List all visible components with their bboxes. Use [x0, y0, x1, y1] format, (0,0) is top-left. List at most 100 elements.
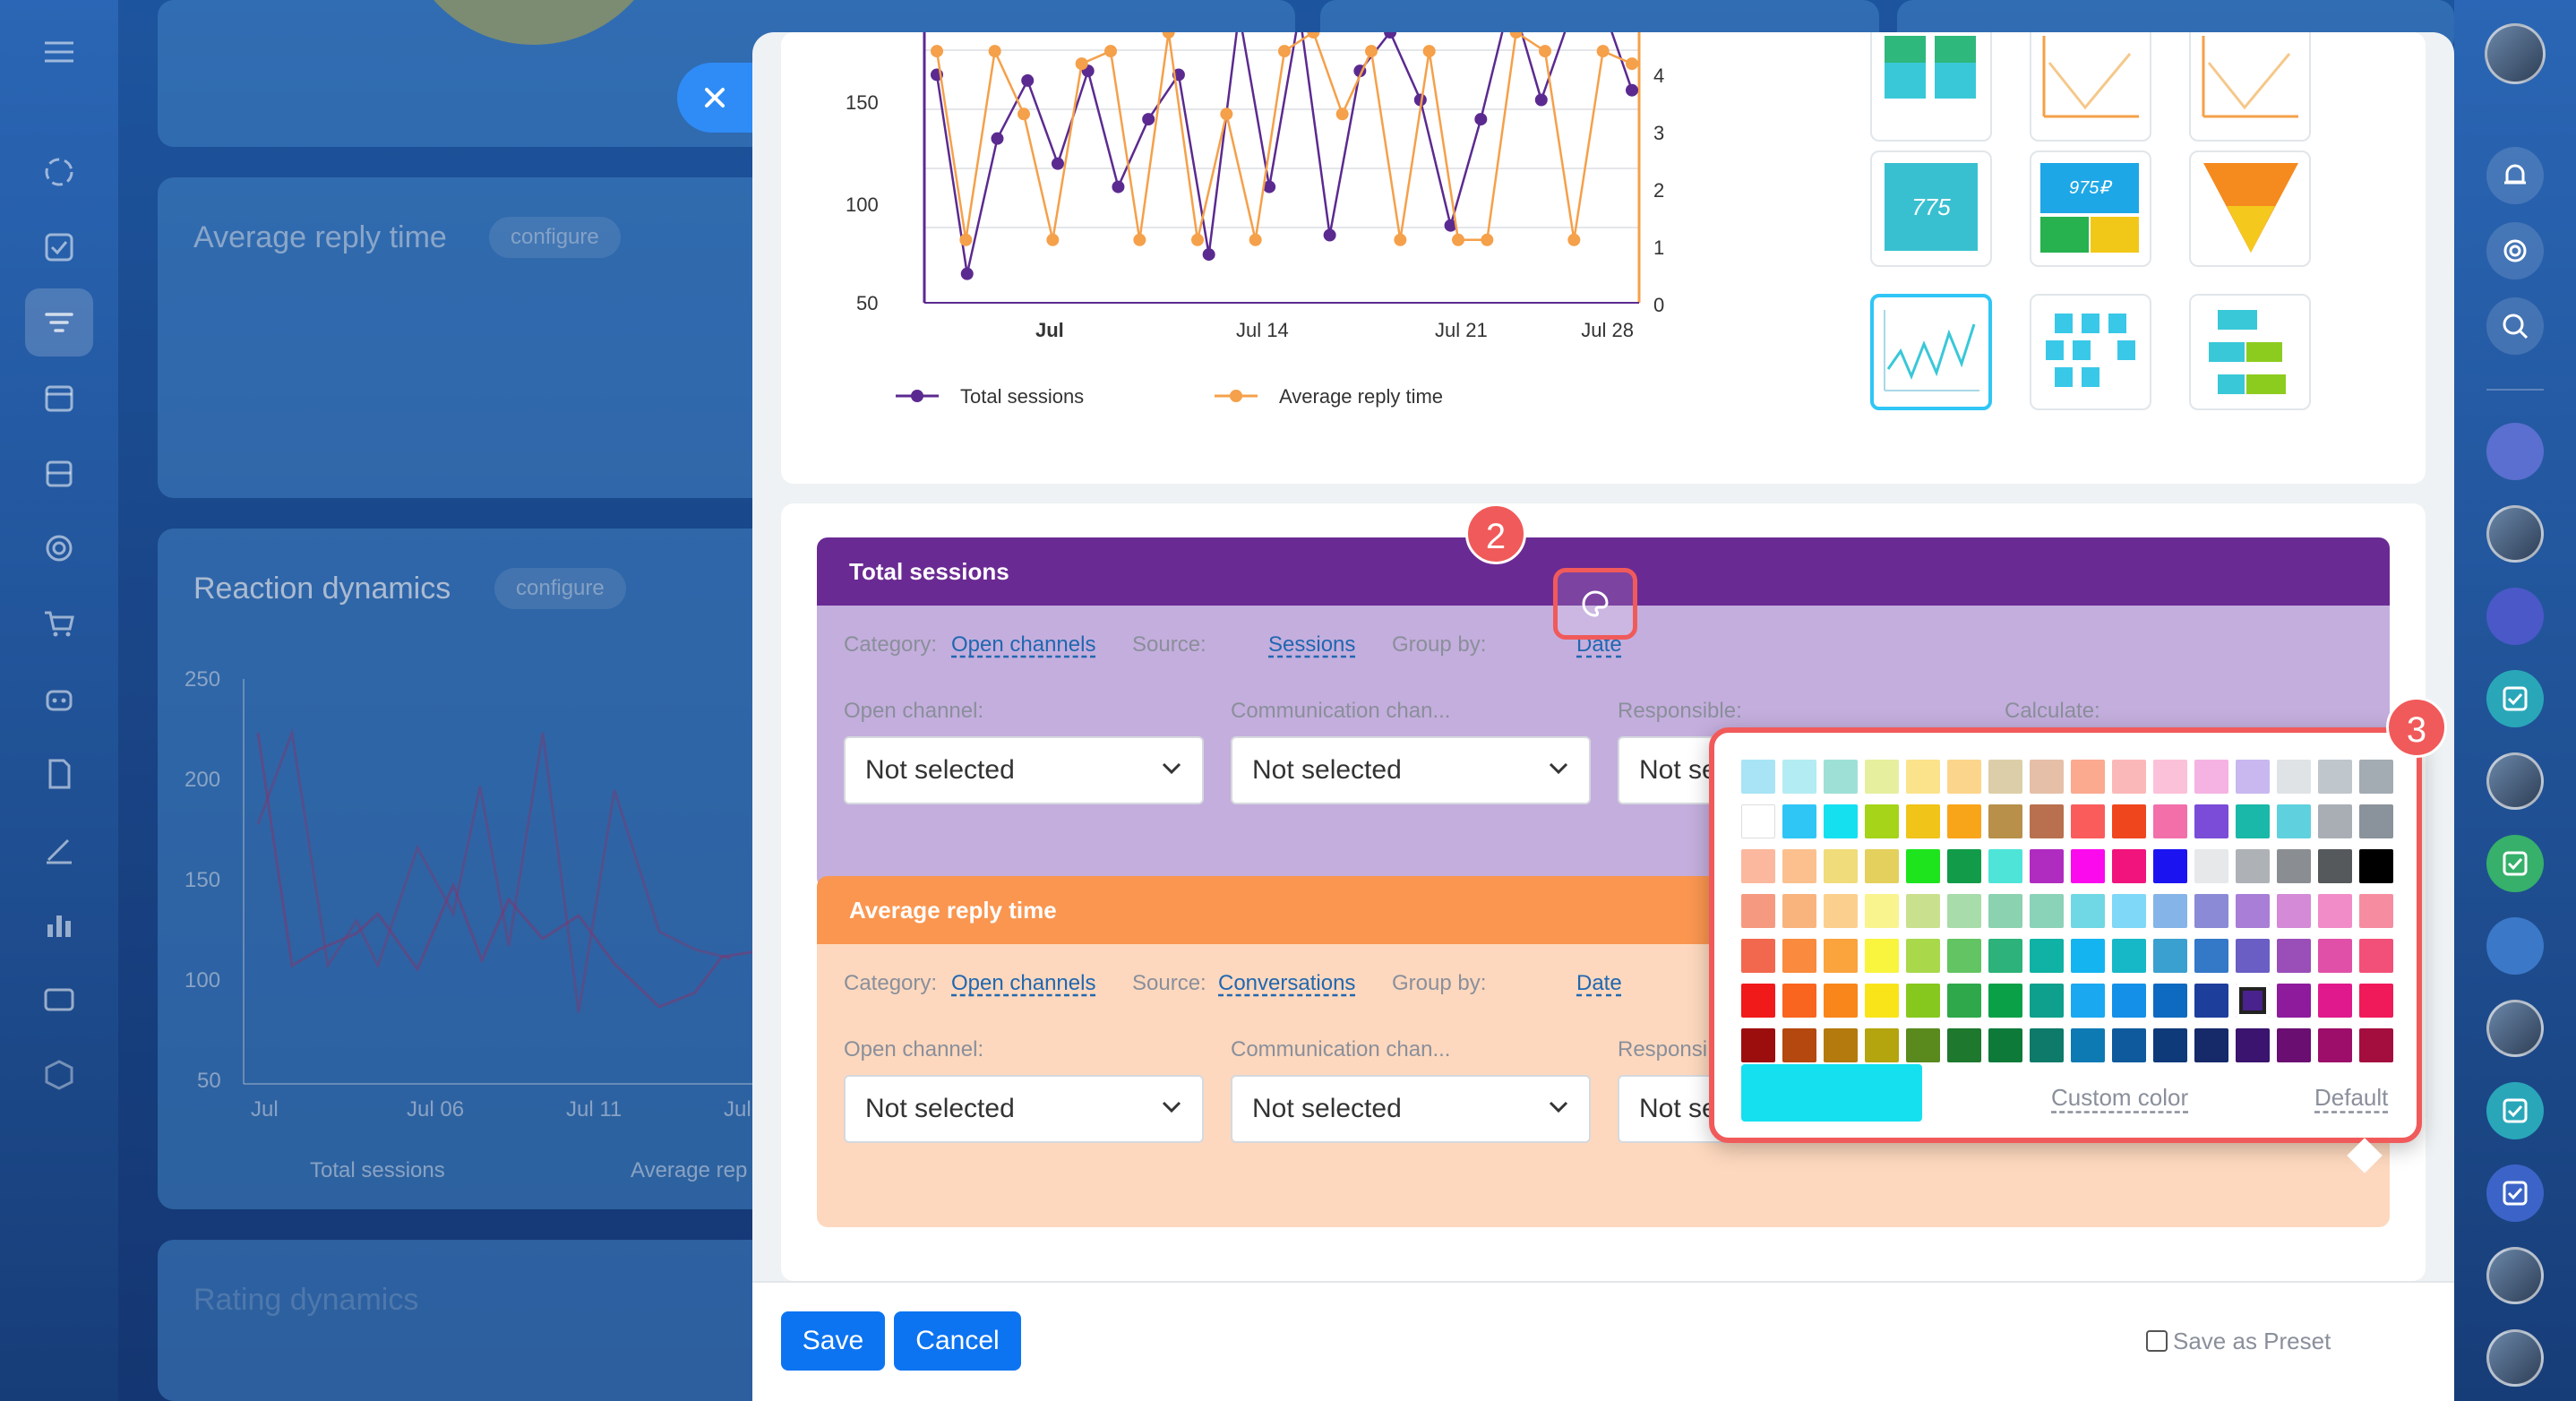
task-chat-icon[interactable]	[2486, 1082, 2544, 1139]
color-swatch[interactable]	[1741, 984, 1775, 1018]
copilot-icon[interactable]	[2486, 222, 2544, 279]
color-swatch[interactable]	[2112, 804, 2146, 838]
color-swatch[interactable]	[1906, 804, 1940, 838]
color-swatch[interactable]	[1741, 894, 1775, 928]
color-swatch[interactable]	[2318, 984, 2352, 1018]
color-swatch[interactable]	[1947, 760, 1981, 794]
color-swatch[interactable]	[2153, 984, 2187, 1018]
color-swatch[interactable]	[2194, 894, 2228, 928]
color-swatch[interactable]	[2194, 849, 2228, 883]
color-swatch[interactable]	[2194, 984, 2228, 1018]
task-chat-icon[interactable]	[2486, 835, 2544, 892]
color-swatch[interactable]	[1906, 939, 1940, 973]
chart-type-number-blocks[interactable]: 975₽	[2030, 150, 2151, 267]
chat-avatar[interactable]	[2486, 917, 2544, 975]
color-swatch[interactable]	[1988, 760, 2022, 794]
color-swatch[interactable]	[1741, 760, 1775, 794]
chart-type-line-2[interactable]	[2189, 32, 2311, 142]
color-swatch[interactable]	[1988, 849, 2022, 883]
chart-type-bar-compare[interactable]	[1870, 32, 1992, 142]
color-palette-button[interactable]	[1553, 568, 1637, 640]
configure-button[interactable]: configure	[494, 568, 626, 609]
target-icon[interactable]	[25, 514, 93, 582]
current-color-preview[interactable]	[1741, 1064, 1922, 1122]
color-swatch[interactable]	[2277, 849, 2311, 883]
color-swatch[interactable]	[2153, 804, 2187, 838]
color-swatch[interactable]	[1947, 1028, 1981, 1062]
chat-avatar[interactable]	[2486, 1247, 2544, 1304]
color-swatch[interactable]	[1947, 894, 1981, 928]
color-swatch[interactable]	[2277, 939, 2311, 973]
color-swatch[interactable]	[2194, 804, 2228, 838]
color-swatch[interactable]	[2359, 849, 2393, 883]
cart-icon[interactable]	[25, 589, 93, 658]
color-swatch[interactable]	[2112, 1028, 2146, 1062]
color-swatch[interactable]	[2318, 804, 2352, 838]
color-swatch[interactable]	[1988, 894, 2022, 928]
color-swatch[interactable]	[2236, 984, 2270, 1018]
color-swatch[interactable]	[2277, 1028, 2311, 1062]
color-swatch[interactable]	[2112, 984, 2146, 1018]
color-swatch[interactable]	[2236, 760, 2270, 794]
calendar-icon[interactable]	[25, 364, 93, 432]
color-swatch[interactable]	[1741, 939, 1775, 973]
color-swatch[interactable]	[2071, 849, 2105, 883]
color-swatch[interactable]	[1865, 804, 1899, 838]
document-icon[interactable]	[25, 740, 93, 808]
color-swatch[interactable]	[2359, 804, 2393, 838]
color-swatch[interactable]	[2153, 760, 2187, 794]
color-swatch[interactable]	[2236, 894, 2270, 928]
color-swatch[interactable]	[1906, 984, 1940, 1018]
color-swatch[interactable]	[1824, 760, 1858, 794]
color-swatch[interactable]	[2030, 804, 2064, 838]
color-swatch[interactable]	[1824, 984, 1858, 1018]
chat-avatar[interactable]	[2486, 423, 2544, 480]
color-swatch[interactable]	[2153, 1028, 2187, 1062]
robot-icon[interactable]	[25, 665, 93, 733]
color-swatch[interactable]	[1741, 804, 1775, 838]
task-chat-icon[interactable]	[2486, 670, 2544, 727]
color-swatch[interactable]	[1782, 984, 1816, 1018]
color-swatch[interactable]	[1782, 760, 1816, 794]
sign-icon[interactable]	[25, 815, 93, 883]
color-swatch[interactable]	[1824, 1028, 1858, 1062]
task-chat-icon[interactable]	[2486, 1165, 2544, 1222]
color-swatch[interactable]	[2071, 894, 2105, 928]
color-swatch[interactable]	[2359, 984, 2393, 1018]
default-color-link[interactable]: Default	[2314, 1084, 2389, 1111]
color-swatch[interactable]	[2112, 760, 2146, 794]
open-channel-select[interactable]: Not selected	[844, 736, 1204, 804]
color-swatch[interactable]	[1988, 939, 2022, 973]
drive-icon[interactable]	[25, 439, 93, 507]
color-swatch[interactable]	[1988, 1028, 2022, 1062]
tasks-icon[interactable]	[25, 213, 93, 281]
color-swatch[interactable]	[1824, 939, 1858, 973]
group-by-link[interactable]: Date	[1576, 971, 1622, 995]
color-swatch[interactable]	[2030, 939, 2064, 973]
box-icon[interactable]	[25, 1041, 93, 1109]
color-swatch[interactable]	[2236, 1028, 2270, 1062]
color-swatch[interactable]	[2153, 939, 2187, 973]
menu-icon[interactable]	[25, 18, 93, 86]
configure-button[interactable]: configure	[489, 217, 621, 258]
color-swatch[interactable]	[2318, 939, 2352, 973]
contact-center-icon[interactable]	[25, 966, 93, 1034]
color-swatch[interactable]	[1782, 849, 1816, 883]
open-channel-select[interactable]: Not selected	[844, 1075, 1204, 1143]
crm-icon[interactable]	[25, 138, 93, 206]
color-swatch[interactable]	[1906, 1028, 1940, 1062]
chat-avatar[interactable]	[2486, 1329, 2544, 1387]
color-swatch[interactable]	[1906, 849, 1940, 883]
chat-avatar[interactable]	[2486, 752, 2544, 810]
color-swatch[interactable]	[2030, 849, 2064, 883]
chat-avatar[interactable]	[2486, 1000, 2544, 1057]
color-swatch[interactable]	[1865, 894, 1899, 928]
color-swatch[interactable]	[2359, 760, 2393, 794]
color-swatch[interactable]	[1782, 939, 1816, 973]
color-swatch[interactable]	[2030, 1028, 2064, 1062]
color-swatch[interactable]	[2318, 894, 2352, 928]
color-swatch[interactable]	[1947, 984, 1981, 1018]
color-swatch[interactable]	[2277, 804, 2311, 838]
color-swatch[interactable]	[1947, 804, 1981, 838]
color-swatch[interactable]	[1988, 984, 2022, 1018]
